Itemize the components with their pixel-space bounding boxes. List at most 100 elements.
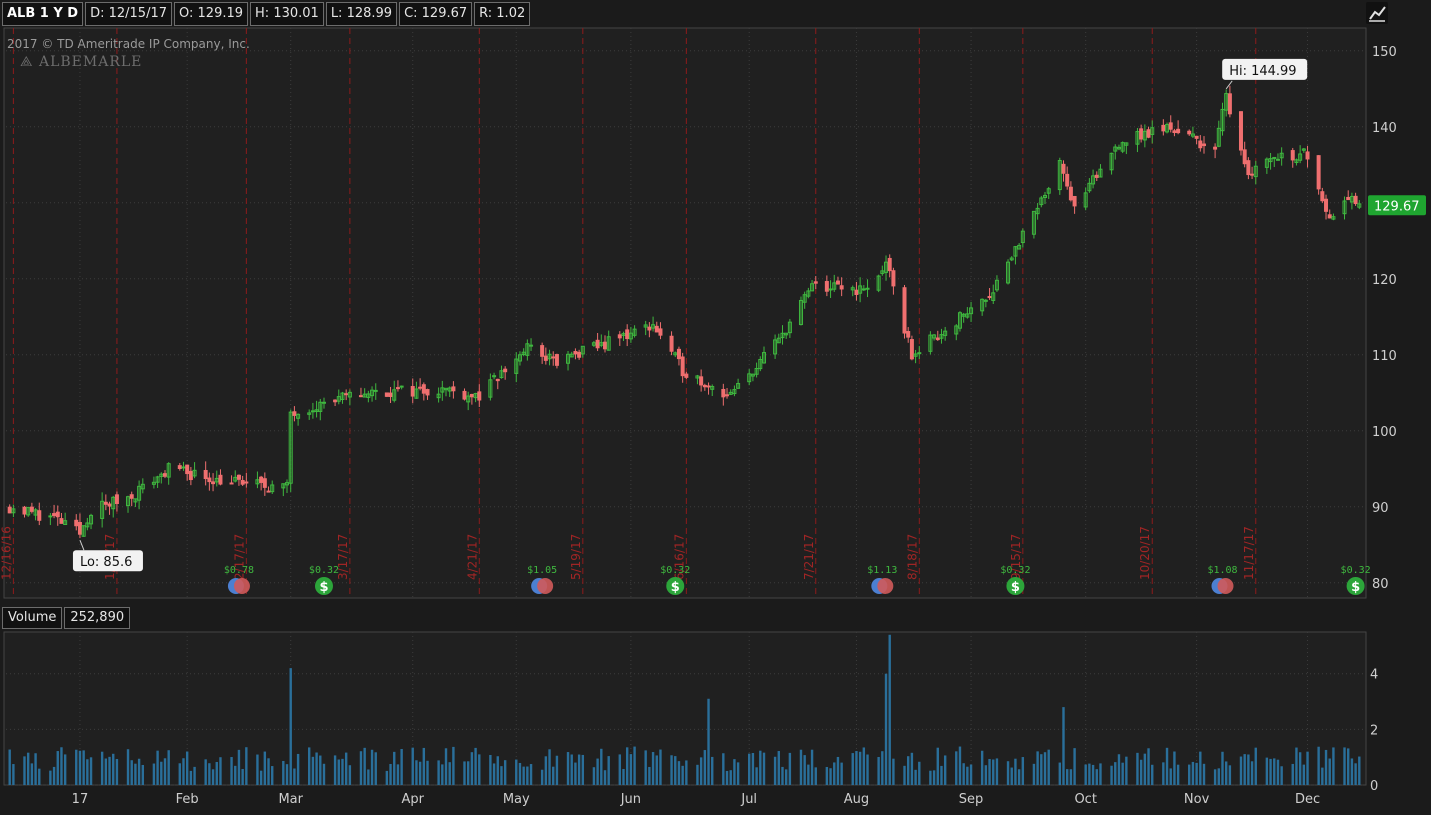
last-price-label: 129.67 [1374, 199, 1420, 214]
volume-bar [267, 758, 270, 785]
volume-bar [1202, 763, 1206, 785]
candle-body [906, 331, 911, 338]
volume-bar [1095, 769, 1098, 785]
expiration-label: 4/21/17 [465, 534, 479, 580]
candle-body [1083, 192, 1088, 208]
price-tick-label: 140 [1372, 121, 1397, 136]
volume-bar [1136, 752, 1139, 785]
candle-body [1298, 153, 1303, 161]
symbol-label[interactable]: ALB 1 Y D [2, 2, 84, 26]
candle-body [721, 388, 726, 398]
candle-body [514, 358, 519, 374]
candle-body [1238, 111, 1243, 151]
volume-bar [788, 752, 792, 785]
volume-bar [840, 762, 843, 785]
volume-bar [444, 748, 448, 785]
candle-body [421, 384, 426, 394]
volume-bar [1014, 758, 1017, 785]
candle-body [155, 476, 160, 483]
volume-tick-label: 0 [1370, 779, 1378, 794]
candle-body [1120, 142, 1125, 152]
volume-bar [618, 754, 621, 785]
open-readout: O: 129.19 [174, 2, 249, 26]
candle-body [1009, 257, 1014, 261]
candle-body [673, 352, 678, 356]
candle-body [63, 520, 68, 526]
candle-body [669, 335, 674, 352]
candle-body [1094, 174, 1099, 178]
candle-body [802, 294, 807, 303]
volume-bar [992, 759, 995, 785]
volume-bar [137, 758, 141, 785]
expiration-label: 7/21/17 [802, 534, 816, 580]
volume-bar [503, 760, 507, 785]
volume-bar [400, 748, 403, 785]
volume-bar [711, 756, 714, 785]
candle-body [994, 279, 999, 291]
volume-label[interactable]: Volume [2, 607, 63, 629]
candle-body [1142, 130, 1147, 141]
price-tick-label: 150 [1372, 45, 1397, 60]
candle-body [1327, 214, 1332, 219]
volume-bar [289, 668, 292, 785]
volume-bar [888, 634, 891, 785]
volume-bar [625, 747, 629, 785]
candle-body [725, 394, 730, 397]
candle-body [48, 515, 53, 518]
candle-body [11, 508, 16, 514]
candle-body [1246, 160, 1251, 176]
volume-bar [936, 747, 939, 785]
candle-body [987, 296, 992, 299]
volume-bar [470, 752, 474, 785]
candle-body [577, 351, 582, 358]
volume-bar [1354, 763, 1357, 785]
candle-body [617, 334, 622, 339]
candle-body [747, 373, 752, 383]
volume-bar [958, 746, 962, 785]
candle-body [529, 344, 534, 347]
volume-bar [426, 760, 429, 785]
volume-bar [130, 760, 133, 785]
chart-style-icon[interactable] [1366, 2, 1388, 24]
volume-bar [803, 755, 806, 785]
candle-body [1165, 124, 1170, 133]
volume-bar [1228, 765, 1232, 785]
candle-body [861, 288, 866, 291]
dividend-symbol: $ [1011, 580, 1020, 595]
volume-bar [160, 761, 163, 785]
volume-bar [1017, 769, 1021, 785]
x-tick-label: May [503, 792, 530, 807]
candle-body [59, 518, 64, 524]
volume-bar [8, 749, 11, 785]
candle-body [410, 385, 415, 397]
volume-bar [189, 770, 193, 785]
candle-body [957, 312, 962, 329]
volume-bar [699, 757, 703, 785]
candle-body [296, 413, 301, 419]
candle-body [288, 411, 293, 484]
candle-body [499, 370, 504, 379]
earnings-icon-overlay [1217, 578, 1234, 594]
candle-body [965, 313, 970, 318]
volume-bar [1010, 767, 1013, 785]
volume-bar [544, 756, 548, 785]
candle-body [750, 373, 755, 377]
candle-body [425, 389, 430, 396]
volume-bar [1295, 747, 1298, 785]
candle-body [1242, 149, 1247, 165]
volume-bar [1036, 751, 1039, 785]
dividend-icon [666, 577, 685, 595]
volume-bar [78, 750, 82, 785]
candle-body [566, 353, 571, 364]
candle-body [1272, 156, 1277, 160]
candle-body [1305, 151, 1310, 160]
volume-bar [907, 756, 910, 785]
candle-body [236, 474, 241, 480]
volume-bar [1047, 749, 1050, 785]
volume-bar [126, 749, 130, 785]
candle-body [33, 509, 38, 516]
candle-body [828, 288, 833, 291]
dividend-amount-label: $0.32 [1000, 565, 1030, 576]
candle-body [758, 358, 763, 370]
volume-bar [851, 753, 854, 785]
